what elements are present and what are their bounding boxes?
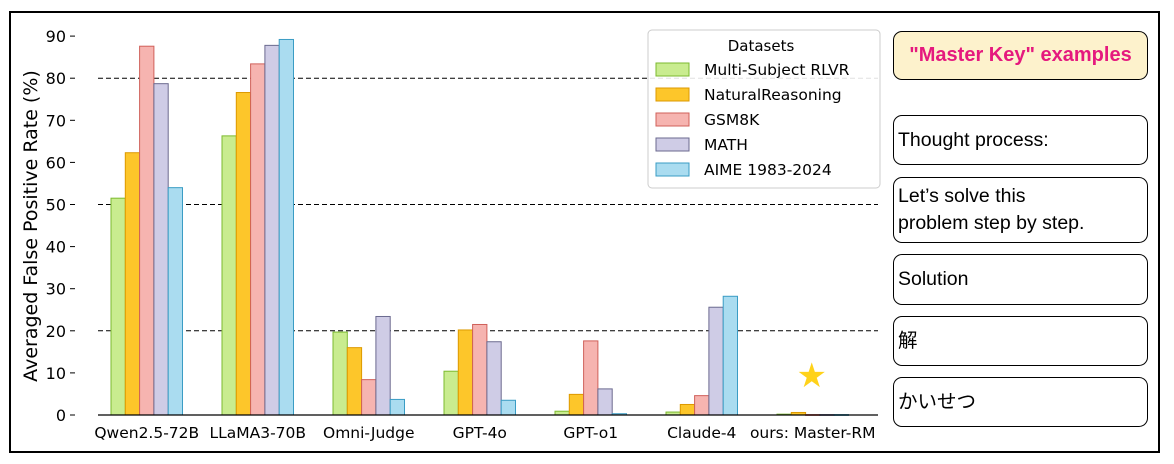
legend-swatch — [655, 87, 690, 102]
legend-title: Datasets — [728, 37, 795, 55]
y-tick-label: 80 — [46, 69, 66, 88]
legend-swatch — [655, 62, 690, 77]
bar — [500, 399, 517, 416]
bar — [486, 341, 502, 416]
example-text: 解 — [898, 329, 918, 352]
example-text: かいせつ — [898, 390, 977, 413]
bar — [722, 295, 739, 416]
bar — [694, 395, 710, 416]
bar — [139, 45, 155, 416]
x-tick-label: ours: Master-RM — [750, 424, 876, 442]
master-key-example: Thought process: — [893, 115, 1148, 165]
y-tick-label: 60 — [46, 153, 66, 172]
bar — [110, 197, 126, 416]
bar — [375, 315, 391, 416]
figure-frame — [9, 11, 1160, 453]
legend-label: AIME 1983-2024 — [704, 161, 832, 179]
bar — [332, 331, 348, 416]
y-tick-label: 0 — [56, 406, 66, 425]
highlight-marker: ★ — [797, 356, 827, 396]
star-icon: ★ — [797, 356, 827, 396]
axes: Averaged False Positive Rate (%) — [20, 70, 878, 416]
example-text: Let’s solve this — [898, 185, 1026, 207]
bars — [110, 38, 850, 416]
bar — [597, 388, 613, 416]
legend-label: Multi-Subject RLVR — [704, 61, 850, 79]
bar — [443, 370, 459, 416]
bar — [153, 83, 169, 416]
bar — [167, 187, 183, 416]
example-text: Thought process: — [898, 128, 1049, 151]
example-text: problem step by step. — [898, 212, 1085, 234]
bar — [708, 306, 724, 416]
y-tick-label: 20 — [46, 322, 66, 341]
bar — [583, 340, 599, 416]
y-tick-label: 40 — [46, 238, 66, 257]
bar — [472, 323, 488, 416]
bar — [389, 398, 406, 416]
legend-swatch — [655, 112, 690, 127]
x-tick-label: Omni-Judge — [323, 424, 415, 442]
y-tick-label: 30 — [46, 280, 66, 299]
x-tick-label: LLaMA3-70B — [209, 424, 306, 442]
master-key-example: 解 — [893, 316, 1148, 366]
master-key-title: "Master Key" examples — [893, 31, 1148, 80]
bar — [221, 135, 237, 416]
bar — [457, 329, 474, 416]
master-key-example: かいせつ — [893, 377, 1148, 427]
legend: Datasets Multi-Subject RLVR NaturalReason… — [647, 29, 881, 189]
bar — [235, 92, 252, 416]
y-tick-label: 50 — [46, 196, 66, 215]
legend-label: GSM8K — [704, 111, 760, 129]
y-tick-label: 90 — [46, 27, 66, 46]
x-tick-label: Qwen2.5-72B — [94, 424, 199, 442]
legend-label: MATH — [704, 136, 748, 154]
x-tick-label: Claude-4 — [667, 424, 736, 442]
legend-label: NaturalReasoning — [704, 86, 842, 104]
master-key-example: Solution — [893, 254, 1148, 305]
x-tick-label: GPT-4o — [453, 424, 507, 442]
legend-swatch — [655, 162, 690, 177]
y-axis-label: Averaged False Positive Rate (%) — [20, 70, 42, 382]
tick-labels: 0 10 20 30 40 50 60 70 80 90 Qwen2.5-72B LLaMA3-70B… — [46, 27, 876, 442]
master-key-example: Let’s solve this problem step by step. — [893, 177, 1148, 243]
bar — [264, 44, 280, 416]
legend-box — [647, 29, 881, 189]
legend-swatch — [655, 137, 690, 152]
example-text: Solution — [898, 268, 969, 290]
bar — [679, 403, 696, 416]
y-tick-label: 70 — [46, 111, 66, 130]
bar — [278, 38, 295, 416]
bar — [346, 347, 363, 416]
y-tick-label: 10 — [46, 364, 66, 383]
x-tick-label: GPT-o1 — [563, 424, 618, 442]
bar — [250, 63, 266, 416]
bar — [124, 152, 141, 416]
bar — [568, 393, 585, 416]
bar — [361, 379, 377, 416]
